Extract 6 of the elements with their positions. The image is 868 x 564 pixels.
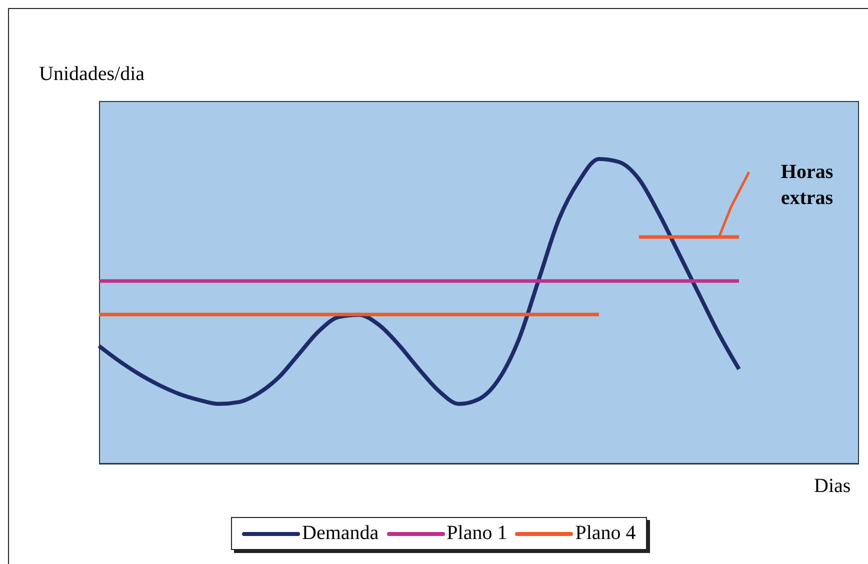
x-axis-title: Dias — [814, 475, 851, 498]
legend-label: Plano 4 — [575, 522, 636, 545]
legend-label: Demanda — [302, 522, 379, 545]
text: Horas extras — [780, 160, 834, 211]
y-axis-title: Unidades/dia — [39, 63, 145, 86]
legend-label: Plano 1 — [446, 522, 508, 545]
